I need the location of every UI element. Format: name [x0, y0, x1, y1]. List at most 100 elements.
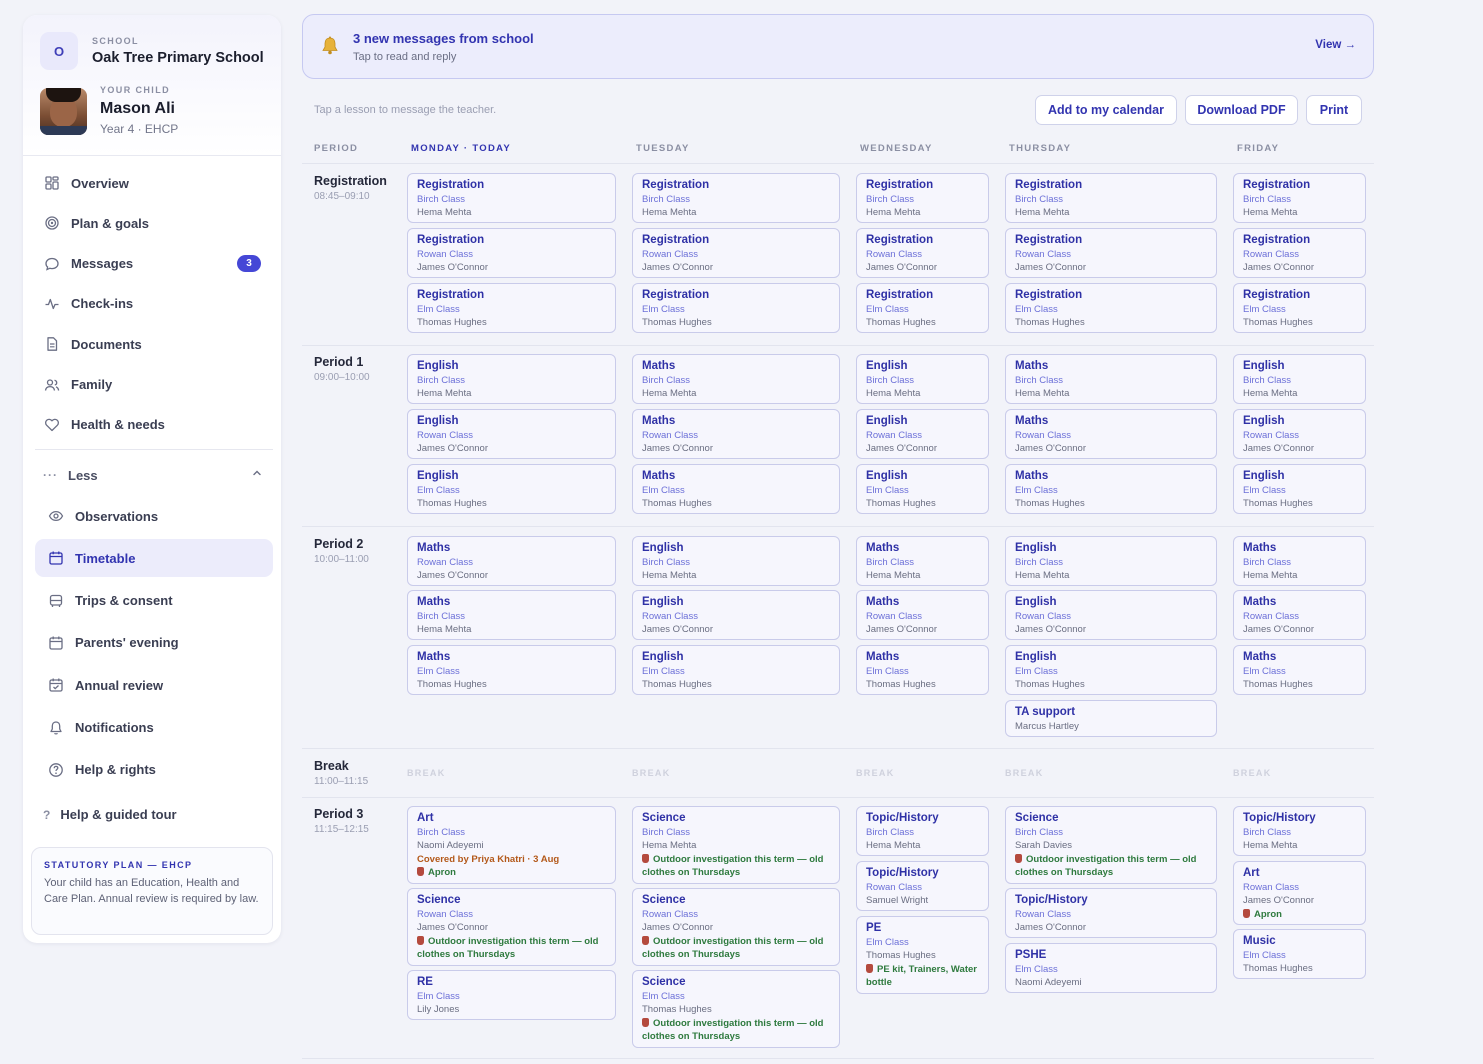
sidebar-item-timetable[interactable]: Timetable — [35, 539, 273, 578]
lesson-card[interactable]: Maths Birch Class Hema Mehta — [632, 354, 840, 404]
lesson-card[interactable]: English Birch Class Hema Mehta — [856, 354, 989, 404]
lesson-card[interactable]: Registration Rowan Class James O'Connor — [1233, 228, 1366, 278]
lesson-subject: Maths — [417, 596, 451, 608]
sidebar-item-plan-and-goals[interactable]: Plan & goals — [35, 204, 273, 242]
lesson-teacher: James O'Connor — [1015, 443, 1086, 454]
add-to-calendar-button[interactable]: Add to my calendar — [1035, 95, 1177, 125]
sidebar-item-health-and-needs[interactable]: Health & needs — [35, 406, 273, 444]
sidebar-item-parents-evening[interactable]: Parents' evening — [35, 624, 273, 662]
lesson-card[interactable]: Science Birch Class Sarah Davies Outdoor in… — [1005, 806, 1217, 884]
lesson-teacher: Thomas Hughes — [642, 498, 712, 509]
download-pdf-button[interactable]: Download PDF — [1185, 95, 1298, 125]
lesson-card[interactable]: Art Birch Class Naomi Adeyemi Covered by Pr… — [407, 806, 616, 884]
lesson-card[interactable]: Registration Rowan Class James O'Connor — [632, 228, 840, 278]
lesson-card[interactable]: Maths Birch Class Hema Mehta — [1005, 354, 1217, 404]
lesson-card[interactable]: English Birch Class Hema Mehta — [1005, 536, 1217, 586]
lesson-card[interactable]: Maths Elm Class Thomas Hughes — [407, 645, 616, 695]
lesson-card[interactable]: Topic/History Birch Class Hema Mehta — [1233, 806, 1366, 856]
lesson-card[interactable]: PE Elm Class Thomas Hughes PE kit, Trainers… — [856, 916, 989, 994]
sidebar-item-trips-and-consent[interactable]: Trips & consent — [35, 582, 273, 620]
lesson-card[interactable]: TA support Marcus Hartley — [1005, 700, 1217, 737]
sidebar-item-documents[interactable]: Documents — [35, 325, 273, 363]
lesson-card[interactable]: Maths Birch Class Hema Mehta — [1233, 536, 1366, 586]
lesson-card[interactable]: English Rowan Class James O'Connor — [1233, 409, 1366, 459]
lesson-card[interactable]: Maths Elm Class Thomas Hughes — [1233, 645, 1366, 695]
lesson-card[interactable]: Registration Rowan Class James O'Connor — [1005, 228, 1217, 278]
lesson-card[interactable]: Maths Birch Class Hema Mehta — [407, 590, 616, 640]
lesson-teacher: James O'Connor — [417, 262, 488, 273]
lesson-card[interactable]: Maths Birch Class Hema Mehta — [856, 536, 989, 586]
lesson-card[interactable]: English Rowan Class James O'Connor — [632, 590, 840, 640]
lesson-card[interactable]: Registration Birch Class Hema Mehta — [1005, 173, 1217, 223]
lesson-card[interactable]: English Rowan Class James O'Connor — [1005, 590, 1217, 640]
school-name[interactable]: Oak Tree Primary School — [92, 50, 264, 66]
lesson-card[interactable]: Science Elm Class Thomas Hughes Outdoor inv… — [632, 970, 840, 1048]
lesson-card[interactable]: Science Birch Class Hema Mehta Outdoor inve… — [632, 806, 840, 884]
help-guided-tour-link[interactable]: ? Help & guided tour — [43, 807, 177, 822]
lesson-card[interactable]: Registration Birch Class Hema Mehta — [1233, 173, 1366, 223]
lesson-card[interactable]: Maths Elm Class Thomas Hughes — [632, 464, 840, 514]
lesson-card[interactable]: English Elm Class Thomas Hughes — [1233, 464, 1366, 514]
lesson-card[interactable]: Registration Rowan Class James O'Connor — [407, 228, 616, 278]
sidebar-item-check-ins[interactable]: Check-ins — [35, 285, 273, 323]
lesson-card[interactable]: Science Rowan Class James O'Connor Outdoor … — [407, 888, 616, 966]
lesson-card[interactable]: Maths Rowan Class James O'Connor — [632, 409, 840, 459]
lesson-card[interactable]: English Birch Class Hema Mehta — [1233, 354, 1366, 404]
lesson-teacher: Hema Mehta — [642, 207, 697, 218]
lesson-card[interactable]: Maths Rowan Class James O'Connor — [1233, 590, 1366, 640]
lesson-card[interactable]: Registration Elm Class Thomas Hughes — [856, 283, 989, 333]
child-meta: Year 4 · EHCP — [100, 122, 179, 136]
messages-banner[interactable]: 3 new messages from school Tap to read a… — [302, 14, 1374, 79]
lesson-card[interactable]: Registration Birch Class Hema Mehta — [632, 173, 840, 223]
lesson-card[interactable]: Topic/History Birch Class Hema Mehta — [856, 806, 989, 856]
lesson-card[interactable]: Art Rowan Class James O'Connor Apron — [1233, 861, 1366, 925]
lesson-card[interactable]: Maths Rowan Class James O'Connor — [407, 536, 616, 586]
lesson-card[interactable]: Maths Elm Class Thomas Hughes — [1005, 464, 1217, 514]
lesson-note: Outdoor investigation this term — old cl… — [417, 935, 606, 962]
print-button[interactable]: Print — [1306, 95, 1362, 125]
sidebar-item-overview[interactable]: Overview — [35, 164, 273, 202]
lesson-card[interactable]: Registration Rowan Class James O'Connor — [856, 228, 989, 278]
period-time: 09:00–10:00 — [314, 372, 370, 383]
lesson-card[interactable]: English Rowan Class James O'Connor — [856, 409, 989, 459]
lesson-card[interactable]: Maths Rowan Class James O'Connor — [856, 590, 989, 640]
lesson-card[interactable]: Registration Elm Class Thomas Hughes — [1233, 283, 1366, 333]
less-toggle[interactable]: ··· Less — [35, 463, 273, 487]
lesson-teacher: Naomi Adeyemi — [417, 840, 484, 851]
lesson-teacher: Hema Mehta — [866, 570, 921, 581]
lesson-card[interactable]: English Elm Class Thomas Hughes — [1005, 645, 1217, 695]
lesson-card[interactable]: Maths Rowan Class James O'Connor — [1005, 409, 1217, 459]
lesson-teacher: Thomas Hughes — [417, 317, 487, 328]
sidebar-item-annual-review[interactable]: Annual review — [35, 666, 273, 704]
lesson-card[interactable]: Registration Birch Class Hema Mehta — [407, 173, 616, 223]
lesson-class: Rowan Class — [642, 909, 698, 920]
lesson-card[interactable]: English Elm Class Thomas Hughes — [856, 464, 989, 514]
lesson-card[interactable]: Topic/History Rowan Class James O'Connor — [1005, 888, 1217, 938]
lesson-teacher: Thomas Hughes — [866, 498, 936, 509]
lesson-teacher: Hema Mehta — [1243, 207, 1298, 218]
lesson-card[interactable]: Maths Elm Class Thomas Hughes — [856, 645, 989, 695]
sidebar-item-help-and-rights[interactable]: Help & rights — [35, 751, 273, 789]
lesson-card[interactable]: Music Elm Class Thomas Hughes — [1233, 929, 1366, 979]
lesson-card[interactable]: Registration Birch Class Hema Mehta — [856, 173, 989, 223]
lesson-card[interactable]: Science Rowan Class James O'Connor Outdoor … — [632, 888, 840, 966]
lesson-card[interactable]: Registration Elm Class Thomas Hughes — [407, 283, 616, 333]
sidebar-item-observations[interactable]: Observations — [35, 497, 273, 535]
lesson-card[interactable]: Registration Elm Class Thomas Hughes — [632, 283, 840, 333]
lesson-subject: Science — [642, 976, 686, 988]
lesson-card[interactable]: PSHE Elm Class Naomi Adeyemi — [1005, 943, 1217, 993]
lesson-card[interactable]: English Elm Class Thomas Hughes — [632, 645, 840, 695]
lesson-card[interactable]: English Birch Class Hema Mehta — [407, 354, 616, 404]
sidebar-item-notifications[interactable]: Notifications — [35, 709, 273, 747]
lesson-card[interactable]: English Birch Class Hema Mehta — [632, 536, 840, 586]
lesson-card[interactable]: RE Elm Class Lily Jones — [407, 970, 616, 1020]
lesson-card[interactable]: Registration Elm Class Thomas Hughes — [1005, 283, 1217, 333]
lesson-card[interactable]: English Rowan Class James O'Connor — [407, 409, 616, 459]
lesson-card[interactable]: Topic/History Rowan Class Samuel Wright — [856, 861, 989, 911]
child-name[interactable]: Mason Ali — [100, 100, 175, 117]
sidebar-item-family[interactable]: Family — [35, 366, 273, 404]
break-label: BREAK — [856, 768, 895, 778]
lesson-card[interactable]: English Elm Class Thomas Hughes — [407, 464, 616, 514]
banner-view-link[interactable]: View → — [1315, 39, 1356, 51]
sidebar-item-messages[interactable]: Messages 3 — [35, 245, 273, 283]
